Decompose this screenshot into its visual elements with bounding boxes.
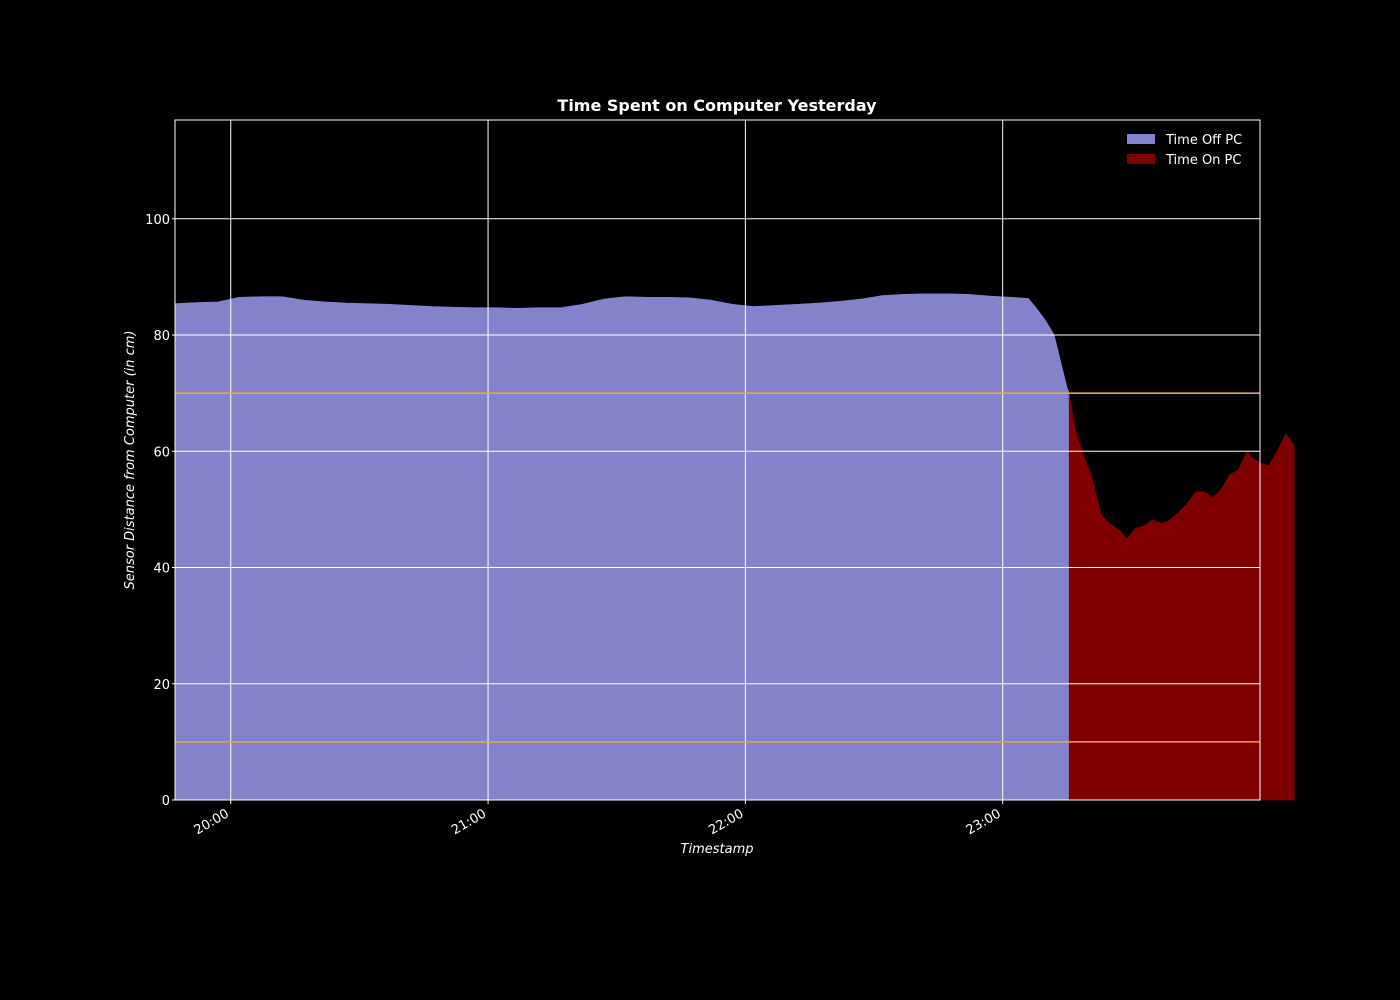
y-tick-label: 0 bbox=[162, 794, 170, 809]
y-tick-label: 80 bbox=[153, 329, 170, 344]
y-tick-label: 40 bbox=[153, 562, 170, 577]
legend-swatch-time-off bbox=[1127, 134, 1155, 144]
legend-swatch-time-on bbox=[1127, 154, 1155, 164]
y-axis-label: Sensor Distance from Computer (in cm) bbox=[123, 330, 138, 589]
y-tick-label: 20 bbox=[153, 678, 170, 693]
area-series-time-off-pc bbox=[174, 293, 1070, 801]
legend: Time Off PC Time On PC bbox=[1127, 133, 1242, 168]
y-tick-labels: 0 20 40 60 80 100 bbox=[145, 213, 175, 809]
area-layer bbox=[174, 293, 1295, 801]
threshold-layer bbox=[175, 392, 1260, 743]
plot-frame bbox=[174, 119, 1261, 801]
x-axis-label: Timestamp bbox=[681, 842, 754, 857]
y-tick-label: 60 bbox=[153, 445, 170, 460]
area-series-time-on-pc bbox=[1068, 393, 1295, 801]
legend-label-time-on: Time On PC bbox=[1165, 153, 1241, 168]
chart-title: Time Spent on Computer Yesterday bbox=[557, 96, 877, 115]
y-tick-label: 100 bbox=[145, 213, 170, 228]
legend-label-time-off: Time Off PC bbox=[1165, 133, 1242, 148]
